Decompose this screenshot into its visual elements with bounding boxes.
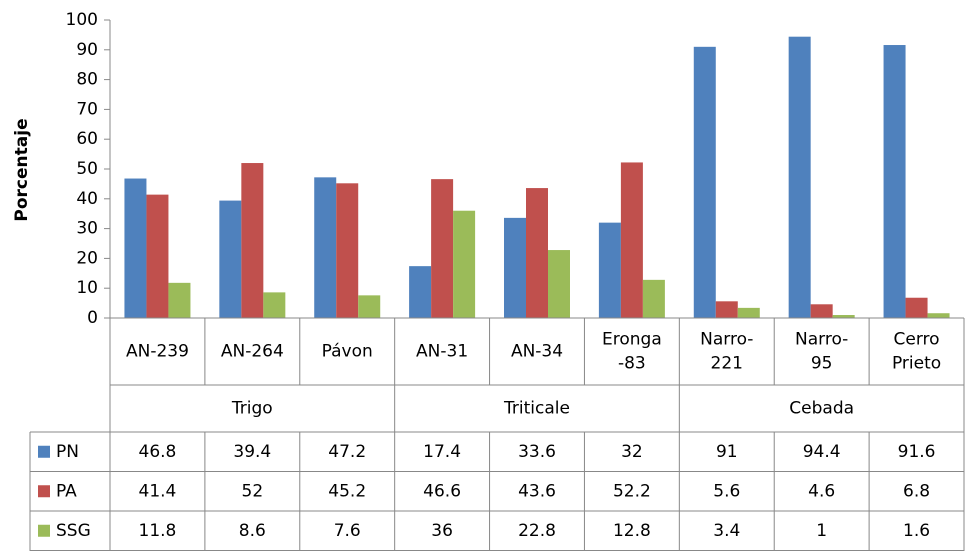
y-tick-label: 80 [76,70,98,90]
table-value: 8.6 [239,521,266,541]
bar [598,222,621,318]
table-value: 36 [431,521,453,541]
table-value: 47.2 [328,442,366,462]
y-tick-label: 60 [76,129,98,149]
table-value: 43.6 [518,481,556,501]
bar [548,250,570,318]
x-tick-label: AN-264 [221,342,284,362]
y-tick-label: 40 [76,189,98,209]
table-value: 1.6 [903,521,930,541]
bar [314,177,337,318]
table-value: 12.8 [613,521,651,541]
x-tick-label: 95 [811,354,833,374]
legend-label: PA [56,481,77,501]
bar [715,301,738,318]
x-tick-label: AN-31 [416,342,468,362]
table-value: 22.8 [518,521,556,541]
bar [883,45,906,318]
table-value: 5.6 [713,481,740,501]
x-tick-label: -83 [618,354,646,374]
y-axis-title: Porcentaje [12,118,32,221]
bar [219,200,242,318]
bar [693,46,716,318]
group-label: Cebada [789,399,854,419]
table-value: 4.6 [808,481,835,501]
table-value: 91.6 [898,442,936,462]
bar [336,183,359,318]
y-tick-label: 10 [76,278,98,298]
x-tick-label: Eronga [602,330,662,350]
table-value: 46.6 [423,481,461,501]
bar [146,194,169,318]
y-tick-label: 90 [76,40,98,60]
table-value: 6.8 [903,481,930,501]
bar [453,210,476,318]
y-tick-label: 70 [76,99,98,119]
table-value: 33.6 [518,442,556,462]
bar [504,217,526,318]
table-value: 94.4 [803,442,841,462]
y-tick-label: 0 [87,308,98,328]
group-label: Triticale [503,399,570,419]
x-tick-label: Prieto [892,354,941,374]
table-value: 3.4 [713,521,740,541]
bar [788,36,811,319]
bar [642,279,665,318]
y-tick-label: 20 [76,248,98,268]
x-tick-label: AN-34 [511,342,563,362]
bar [263,292,286,318]
x-tick-label: 221 [711,354,743,374]
bar [832,315,855,318]
legend-key [38,445,50,458]
table-value: 52 [242,481,264,501]
x-tick-label: Pávon [322,342,373,362]
x-tick-label: AN-239 [126,342,189,362]
table-value: 7.6 [334,521,361,541]
bar [124,178,147,318]
table-value: 45.2 [328,481,366,501]
table-value: 52.2 [613,481,651,501]
group-label: Trigo [231,399,273,419]
legend-key [38,524,50,537]
legend-label: PN [56,442,79,462]
table-value: 1 [816,521,827,541]
bar [737,307,760,318]
x-tick-label: Narro- [795,330,848,350]
y-tick-label: 50 [76,159,98,179]
table-value: 39.4 [233,442,271,462]
bar [905,297,928,318]
legend-label: SSG [56,521,91,541]
bar [168,282,191,318]
bar [358,295,381,318]
y-tick-label: 100 [66,10,98,30]
bar [927,313,950,318]
table-value: 91 [716,442,738,462]
bar [526,188,548,318]
table-value: 11.8 [139,521,177,541]
x-tick-label: Cerro [894,330,940,350]
y-tick-label: 30 [76,219,98,239]
legend-key [38,485,50,498]
x-tick-label: Narro- [700,330,753,350]
bar [409,266,432,318]
table-value: 32 [621,442,643,462]
bar [431,179,454,318]
table-value: 46.8 [139,442,177,462]
table-value: 41.4 [139,481,177,501]
table-value: 17.4 [423,442,461,462]
bar [810,304,833,318]
bar [241,163,264,318]
bar [620,162,643,318]
